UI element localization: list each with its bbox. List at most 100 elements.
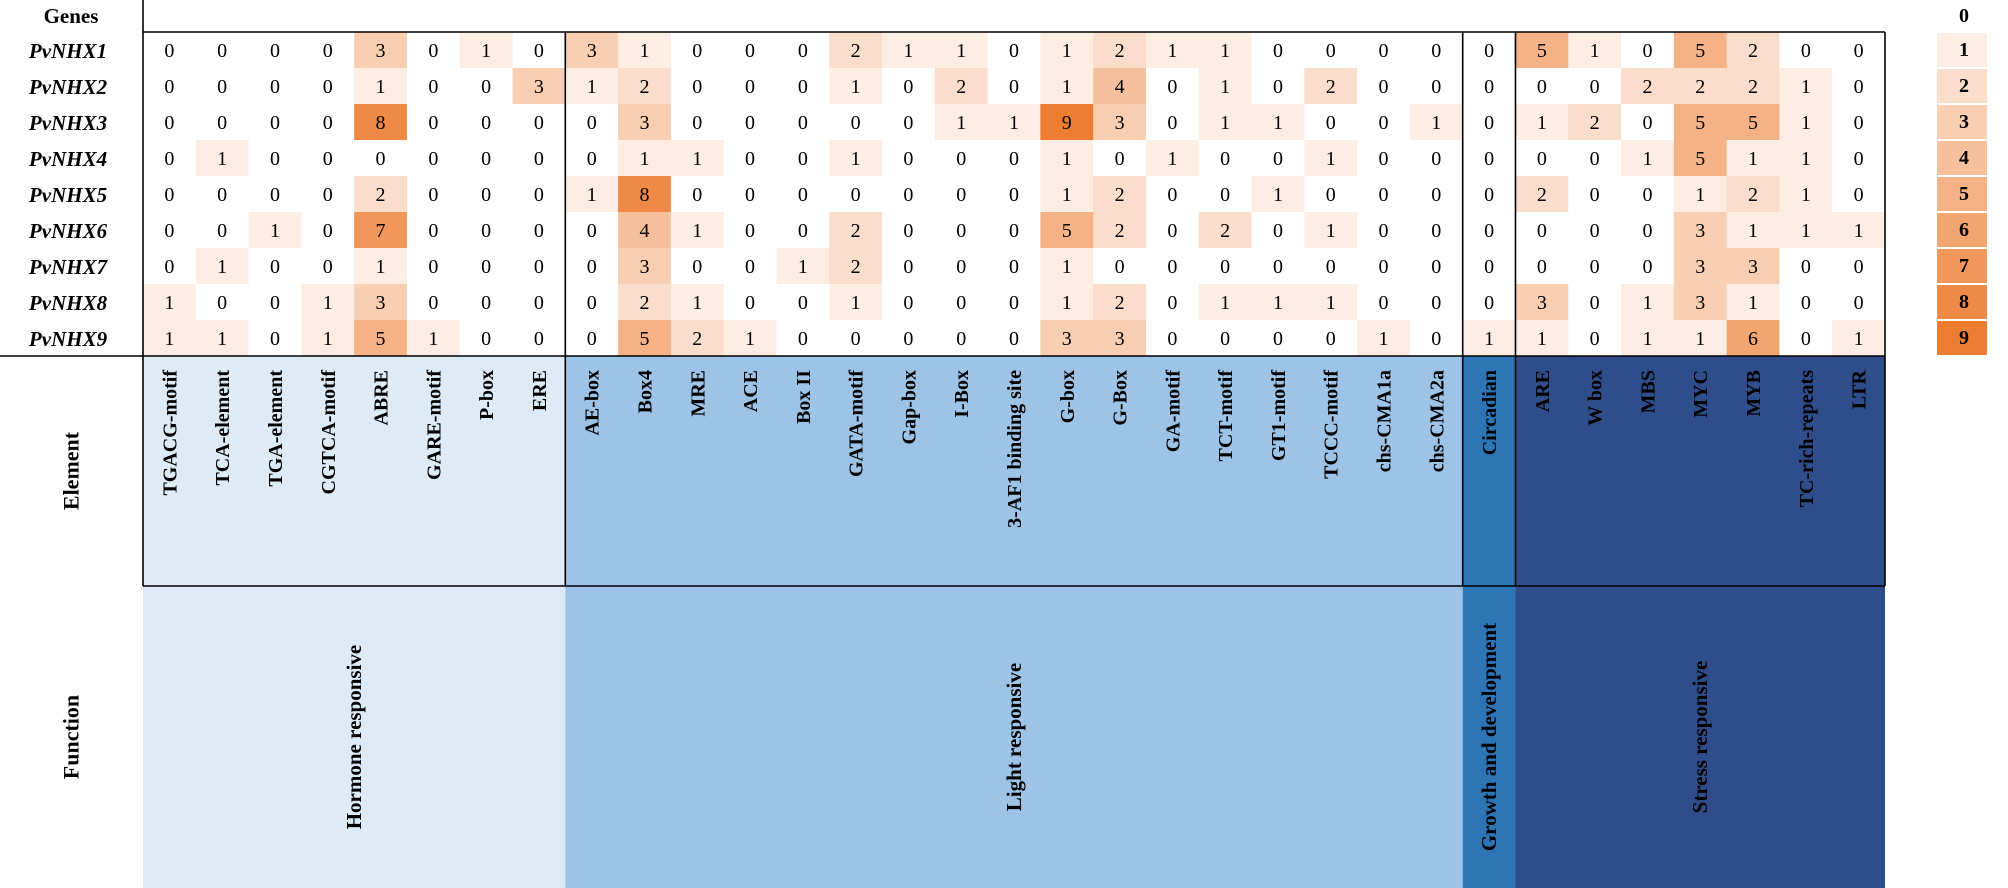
heatmap-cell: [1515, 248, 1569, 285]
heatmap-cell: [882, 212, 936, 249]
heatmap-cell: [1093, 68, 1147, 105]
cell-value: 0: [1167, 184, 1177, 206]
heatmap-cell: [143, 176, 197, 213]
heatmap-cell: [1304, 212, 1358, 249]
cell-value: 2: [639, 292, 649, 314]
heatmap-cell: [1779, 320, 1833, 357]
cell-value: 0: [745, 76, 755, 98]
heatmap-cell: [723, 140, 777, 177]
cell-value: 1: [1854, 328, 1864, 350]
heatmap-cell: [1093, 320, 1147, 357]
cell-value: 0: [692, 40, 702, 62]
cell-value: 0: [1273, 76, 1283, 98]
cell-value: 0: [1009, 220, 1019, 242]
cell-value: 0: [956, 292, 966, 314]
legend-label: 4: [1959, 147, 1969, 169]
cell-value: 0: [1009, 184, 1019, 206]
cell-value: 1: [1854, 220, 1864, 242]
cell-value: 0: [217, 112, 227, 134]
cell-value: 3: [1115, 112, 1125, 134]
cell-value: 0: [270, 256, 280, 278]
heatmap-cell: [723, 68, 777, 105]
heatmap-cell: [1040, 68, 1094, 105]
cell-value: 1: [481, 40, 491, 62]
cell-value: 0: [1590, 148, 1600, 170]
cell-value: 0: [217, 184, 227, 206]
heatmap-cell: [1832, 68, 1886, 105]
heatmap-cell: [618, 320, 672, 357]
cell-value: 0: [1854, 256, 1864, 278]
heatmap-cell: [406, 32, 461, 69]
cell-value: 0: [1854, 148, 1864, 170]
cell-value: 0: [217, 220, 227, 242]
heatmap-cell: [882, 140, 936, 177]
heatmap-cell: [1093, 104, 1147, 141]
cell-value: 0: [534, 292, 544, 314]
cell-value: 0: [270, 40, 280, 62]
cell-value: 0: [1273, 40, 1283, 62]
heatmap-cell: [1251, 140, 1305, 177]
heatmap-cell: [1304, 320, 1358, 357]
heatmap-cell: [1621, 284, 1675, 321]
cell-value: 1: [956, 40, 966, 62]
heatmap-cell: [1040, 248, 1094, 285]
cell-value: 0: [1379, 292, 1389, 314]
cell-value: 0: [481, 256, 491, 278]
heatmap-cell: [1357, 68, 1411, 105]
cell-value: 2: [1115, 292, 1125, 314]
cell-value: 0: [903, 112, 913, 134]
heatmap-cell: [1409, 284, 1464, 321]
heatmap-cell: [301, 176, 355, 213]
heatmap-cell: [776, 212, 830, 249]
cell-value: 0: [745, 40, 755, 62]
cell-value: 0: [1326, 328, 1336, 350]
cell-value: 0: [1220, 184, 1230, 206]
heatmap-cell: [1040, 32, 1094, 69]
cell-value: 0: [1220, 256, 1230, 278]
heatmap-cell: [618, 248, 672, 285]
cell-value: 0: [798, 112, 808, 134]
heatmap-cell: [1462, 284, 1516, 321]
heatmap-cell: [1621, 140, 1675, 177]
heatmap-cell: [1462, 140, 1516, 177]
heatmap-cell: [1621, 104, 1675, 141]
cell-value: 6: [1748, 328, 1758, 350]
heatmap-cell: [195, 104, 250, 141]
heatmap-cell: [459, 212, 514, 249]
cell-value: 0: [745, 112, 755, 134]
cell-value: 0: [1484, 184, 1494, 206]
cell-value: 1: [956, 112, 966, 134]
gene-label: PvNHX8: [28, 291, 108, 315]
cell-value: 0: [1484, 112, 1494, 134]
element-label: G-box: [1057, 370, 1079, 423]
heatmap-cell: [512, 104, 566, 141]
element-label: MBS: [1637, 370, 1659, 413]
cell-value: 0: [534, 148, 544, 170]
heatmap-cell: [1198, 140, 1253, 177]
heatmap-cell: [143, 248, 197, 285]
heatmap-cell: [1726, 140, 1780, 177]
gene-label: PvNHX2: [28, 75, 108, 99]
heatmap-cell: [1673, 284, 1728, 321]
heatmap-cell: [987, 32, 1041, 69]
heatmap-cell: [829, 176, 883, 213]
heatmap-cell: [1304, 104, 1358, 141]
heatmap-cell: [1040, 104, 1094, 141]
cell-value: 0: [1379, 256, 1389, 278]
heatmap-cell: [987, 248, 1041, 285]
heatmap-cell: [829, 320, 883, 357]
cell-value: 1: [1167, 40, 1177, 62]
cell-value: 0: [1273, 220, 1283, 242]
cell-value: 0: [1484, 148, 1494, 170]
cell-value: 7: [376, 220, 386, 242]
heatmap-cell: [1251, 68, 1305, 105]
heatmap-cell: [1568, 248, 1622, 285]
cell-value: 3: [376, 292, 386, 314]
cell-value: 1: [1167, 148, 1177, 170]
cell-value: 1: [217, 148, 227, 170]
cell-value: 0: [1642, 220, 1652, 242]
heatmap-cell: [195, 284, 250, 321]
cell-value: 0: [1273, 148, 1283, 170]
heatmap-cell: [882, 320, 936, 357]
heatmap-cell: [1726, 104, 1780, 141]
